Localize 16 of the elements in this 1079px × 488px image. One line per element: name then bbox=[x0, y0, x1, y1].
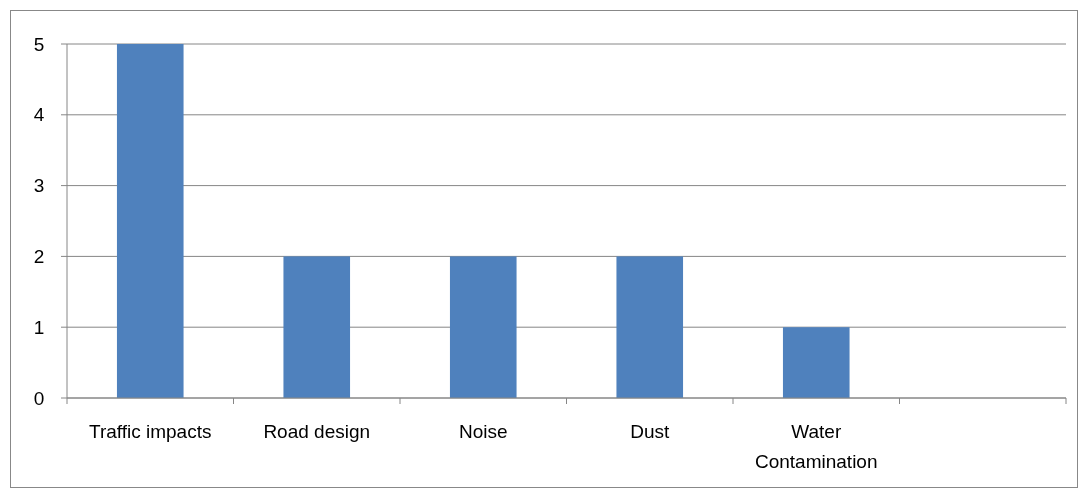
x-tick-label: Traffic impacts bbox=[89, 421, 212, 442]
bar bbox=[782, 327, 850, 398]
x-tick-label: Road design bbox=[263, 421, 371, 442]
y-tick-label: 5 bbox=[33, 33, 45, 55]
x-tick-label: Dust bbox=[630, 421, 670, 442]
bar bbox=[616, 256, 684, 398]
y-tick-label: 1 bbox=[33, 316, 45, 338]
bar bbox=[283, 256, 351, 398]
bar bbox=[449, 256, 517, 398]
y-tick-label: 4 bbox=[33, 104, 45, 126]
x-tick-label: Water Contamination bbox=[754, 421, 878, 473]
y-tick-label: 3 bbox=[33, 175, 45, 197]
x-tick-label: Noise bbox=[458, 421, 508, 442]
bar bbox=[116, 44, 184, 398]
y-tick-label: 0 bbox=[33, 387, 45, 409]
y-tick-label: 2 bbox=[33, 246, 45, 268]
